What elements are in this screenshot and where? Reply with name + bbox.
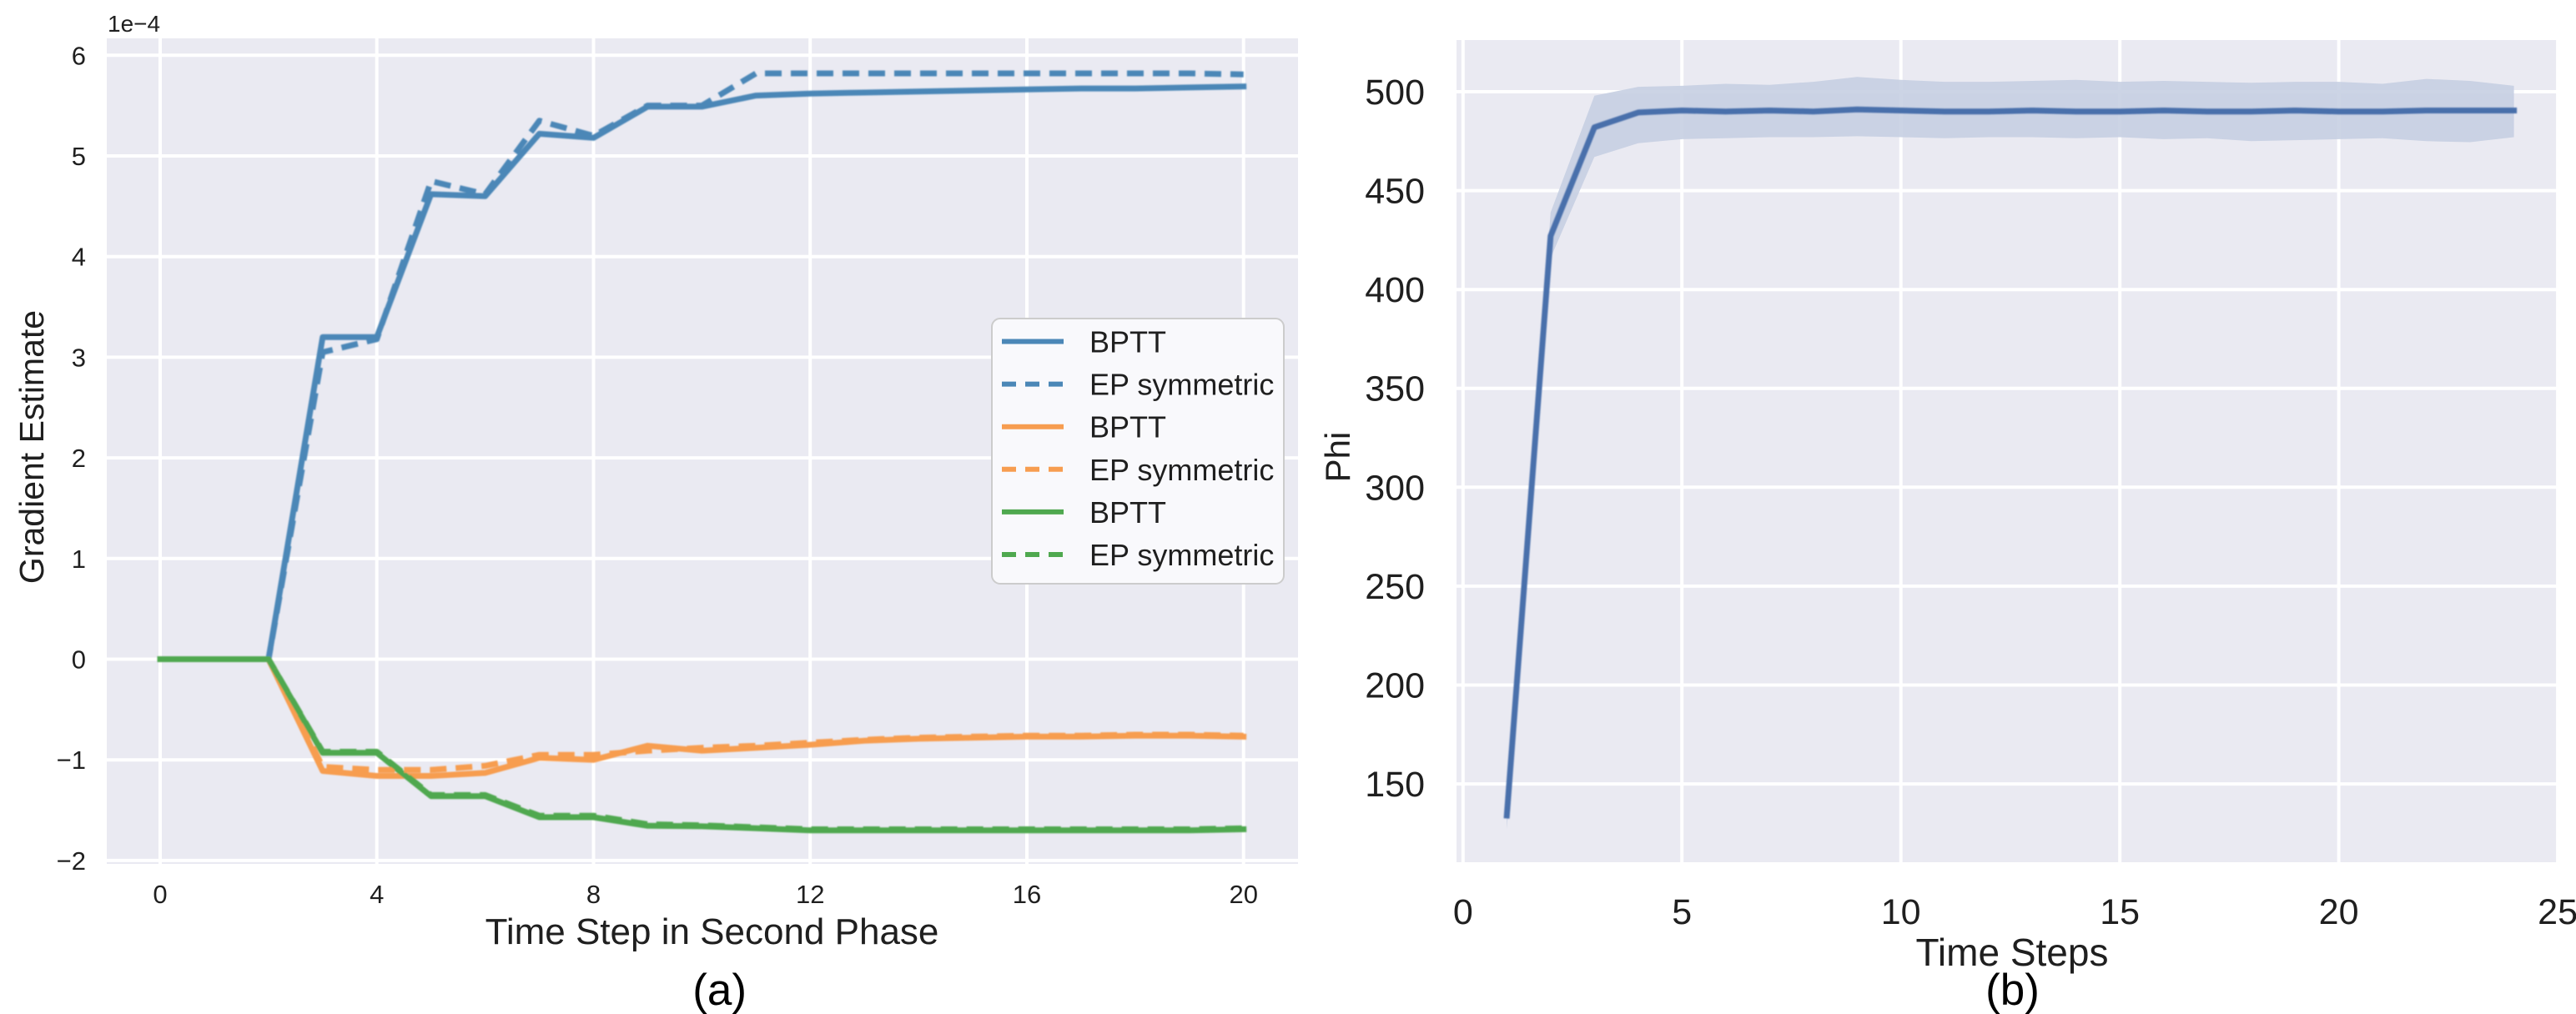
svg-text:(b): (b): [1985, 966, 2040, 1014]
svg-text:25: 25: [2538, 892, 2576, 932]
svg-text:450: 450: [1365, 172, 1425, 212]
svg-text:0: 0: [153, 880, 167, 909]
svg-text:(a): (a): [692, 966, 747, 1014]
svg-text:Gradient Estimate: Gradient Estimate: [13, 310, 51, 584]
svg-text:BPTT: BPTT: [1089, 325, 1166, 359]
svg-text:EP symmetric: EP symmetric: [1089, 368, 1274, 402]
svg-text:8: 8: [586, 880, 601, 909]
svg-text:2: 2: [72, 444, 86, 473]
svg-text:16: 16: [1013, 880, 1041, 909]
svg-text:4: 4: [72, 243, 86, 272]
svg-text:−1: −1: [57, 745, 86, 775]
svg-text:12: 12: [796, 880, 824, 909]
svg-text:0: 0: [72, 645, 86, 675]
svg-text:BPTT: BPTT: [1089, 410, 1166, 444]
svg-text:15: 15: [2100, 892, 2140, 932]
svg-text:EP symmetric: EP symmetric: [1089, 538, 1274, 572]
svg-text:3: 3: [72, 343, 86, 372]
svg-text:1e−4: 1e−4: [108, 11, 160, 37]
svg-text:20: 20: [2319, 892, 2359, 932]
svg-text:BPTT: BPTT: [1089, 495, 1166, 530]
svg-text:0: 0: [1453, 892, 1473, 932]
svg-text:150: 150: [1365, 765, 1425, 805]
svg-text:−2: −2: [57, 846, 86, 876]
svg-text:300: 300: [1365, 468, 1425, 508]
svg-text:5: 5: [1672, 892, 1692, 932]
svg-text:200: 200: [1365, 666, 1425, 706]
svg-text:350: 350: [1365, 369, 1425, 409]
svg-text:10: 10: [1881, 892, 1921, 932]
svg-text:500: 500: [1365, 73, 1425, 113]
svg-text:6: 6: [72, 41, 86, 70]
svg-text:Time Steps: Time Steps: [1916, 931, 2109, 974]
svg-text:5: 5: [72, 142, 86, 171]
svg-text:1: 1: [72, 545, 86, 574]
svg-text:400: 400: [1365, 270, 1425, 310]
svg-text:250: 250: [1365, 567, 1425, 607]
svg-text:4: 4: [370, 880, 384, 909]
svg-text:20: 20: [1229, 880, 1257, 909]
svg-text:EP symmetric: EP symmetric: [1089, 453, 1274, 487]
svg-text:Phi: Phi: [1318, 432, 1357, 483]
svg-text:Time Step in Second Phase: Time Step in Second Phase: [486, 911, 939, 952]
